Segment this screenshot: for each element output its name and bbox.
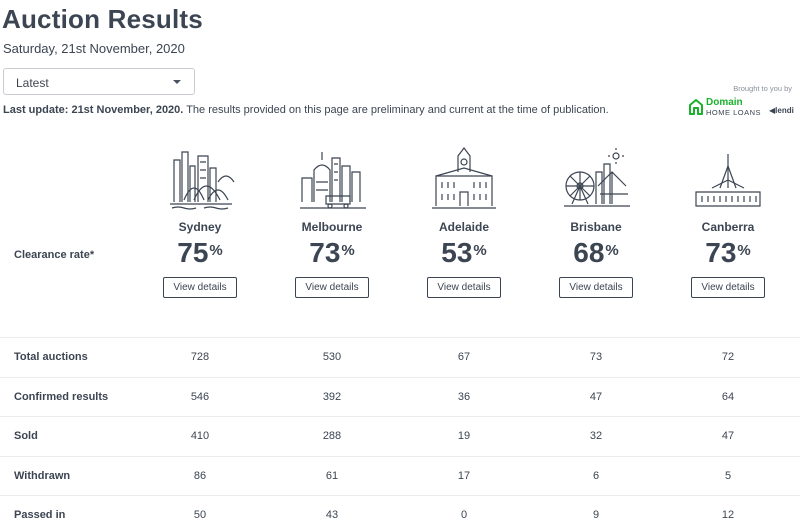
stat-cell: 410 — [190, 430, 210, 442]
row-label: Passed in — [14, 509, 66, 521]
stat-cell: 9 — [592, 509, 600, 521]
stat-cell: 64 — [721, 390, 735, 403]
clearance-rate-value: 68% — [573, 237, 619, 268]
results-date: Saturday, 21st November, 2020 — [3, 41, 185, 56]
stat-cell: 36 — [457, 390, 471, 403]
last-update-text: The results provided on this page are pr… — [183, 104, 609, 116]
stat-cell: 530 — [322, 351, 342, 363]
view-details-button[interactable]: View details — [691, 277, 765, 298]
clearance-rate-value: 73% — [309, 237, 355, 268]
adelaide-skyline-icon — [432, 147, 496, 209]
city-name: Sydney — [178, 220, 222, 234]
last-update-date: Last update: 21st November, 2020. — [3, 104, 184, 116]
stat-cell: 50 — [193, 509, 207, 521]
city-name: Melbourne — [301, 220, 363, 234]
city-name: Brisbane — [570, 220, 622, 234]
stat-cell: 32 — [589, 430, 603, 442]
page-title: Auction Results — [2, 4, 203, 34]
stat-cell: 0 — [460, 509, 468, 521]
stat-cell: 61 — [325, 469, 339, 482]
stat-cell: 19 — [457, 430, 471, 442]
view-details-button[interactable]: View details — [559, 277, 633, 298]
stat-cell: 67 — [457, 351, 471, 363]
stats-row-withdrawn: Withdrawn 86 61 17 6 5 — [0, 455, 800, 496]
stats-row-total-auctions: Total auctions 728 530 67 73 72 — [0, 337, 800, 377]
results-period-select[interactable]: Latest — [3, 68, 195, 95]
partner-logo: ◀lendi — [769, 106, 794, 115]
stat-cell: 546 — [190, 390, 210, 403]
auction-stats-table: Total auctions 728 530 67 73 72 Confirme… — [0, 337, 800, 530]
sponsor-name: Domain — [706, 97, 743, 108]
clearance-rate-value: 75% — [177, 237, 223, 268]
select-value: Latest — [16, 76, 49, 90]
clearance-rate-value: 53% — [441, 237, 487, 268]
clearance-rate-label: Clearance rate* — [14, 249, 95, 261]
stat-cell: 392 — [322, 390, 342, 403]
stat-cell: 17 — [457, 469, 471, 482]
row-label: Sold — [14, 430, 38, 442]
stat-cell: 6 — [592, 469, 600, 482]
row-label: Confirmed results — [14, 390, 109, 403]
stat-cell: 43 — [325, 509, 339, 521]
last-update-notice: Last update: 21st November, 2020. The re… — [3, 104, 609, 116]
row-label: Withdrawn — [14, 469, 71, 482]
sponsor-sub: HOME LOANS — [706, 108, 762, 117]
city-column-brisbane: Brisbane 68% View details — [530, 142, 662, 298]
stat-cell: 73 — [589, 351, 603, 363]
city-column-canberra: Canberra 73% View details — [662, 142, 794, 298]
stat-cell: 12 — [721, 509, 735, 521]
sponsor-caption: Brought to you by — [733, 84, 792, 93]
canberra-skyline-icon — [695, 154, 761, 207]
stat-cell: 5 — [724, 469, 732, 482]
view-details-button[interactable]: View details — [295, 277, 369, 298]
stats-row-sold: Sold 410 288 19 32 47 — [0, 416, 800, 456]
stat-cell: 86 — [193, 469, 207, 482]
chevron-down-icon — [173, 80, 181, 84]
view-details-button[interactable]: View details — [427, 277, 501, 298]
partner-name: lendi — [775, 106, 794, 115]
stats-row-confirmed-results: Confirmed results 546 392 36 47 64 — [0, 376, 800, 417]
city-name: Adelaide — [438, 220, 489, 234]
city-column-melbourne: Melbourne 73% View details — [266, 142, 398, 298]
domain-house-icon — [689, 99, 703, 115]
row-label: Total auctions — [14, 351, 88, 363]
clearance-rate-value: 73% — [705, 237, 751, 268]
stats-row-passed-in: Passed in 50 43 0 9 12 — [0, 495, 800, 530]
brisbane-skyline-icon — [564, 148, 630, 207]
view-details-button[interactable]: View details — [163, 277, 237, 298]
stat-cell: 728 — [190, 351, 210, 363]
stat-cell: 47 — [721, 430, 735, 442]
stat-cell: 72 — [721, 351, 735, 363]
melbourne-skyline-icon — [300, 152, 366, 209]
city-column-sydney: Sydney 75% View details — [134, 142, 266, 298]
sydney-skyline-icon — [170, 151, 235, 210]
city-column-adelaide: Adelaide 53% View details — [398, 142, 530, 298]
stat-cell: 47 — [589, 390, 603, 403]
city-name: Canberra — [701, 220, 755, 234]
stat-cell: 288 — [322, 430, 342, 442]
sponsor-logo[interactable]: Domain HOME LOANS ◀lendi — [689, 97, 800, 119]
